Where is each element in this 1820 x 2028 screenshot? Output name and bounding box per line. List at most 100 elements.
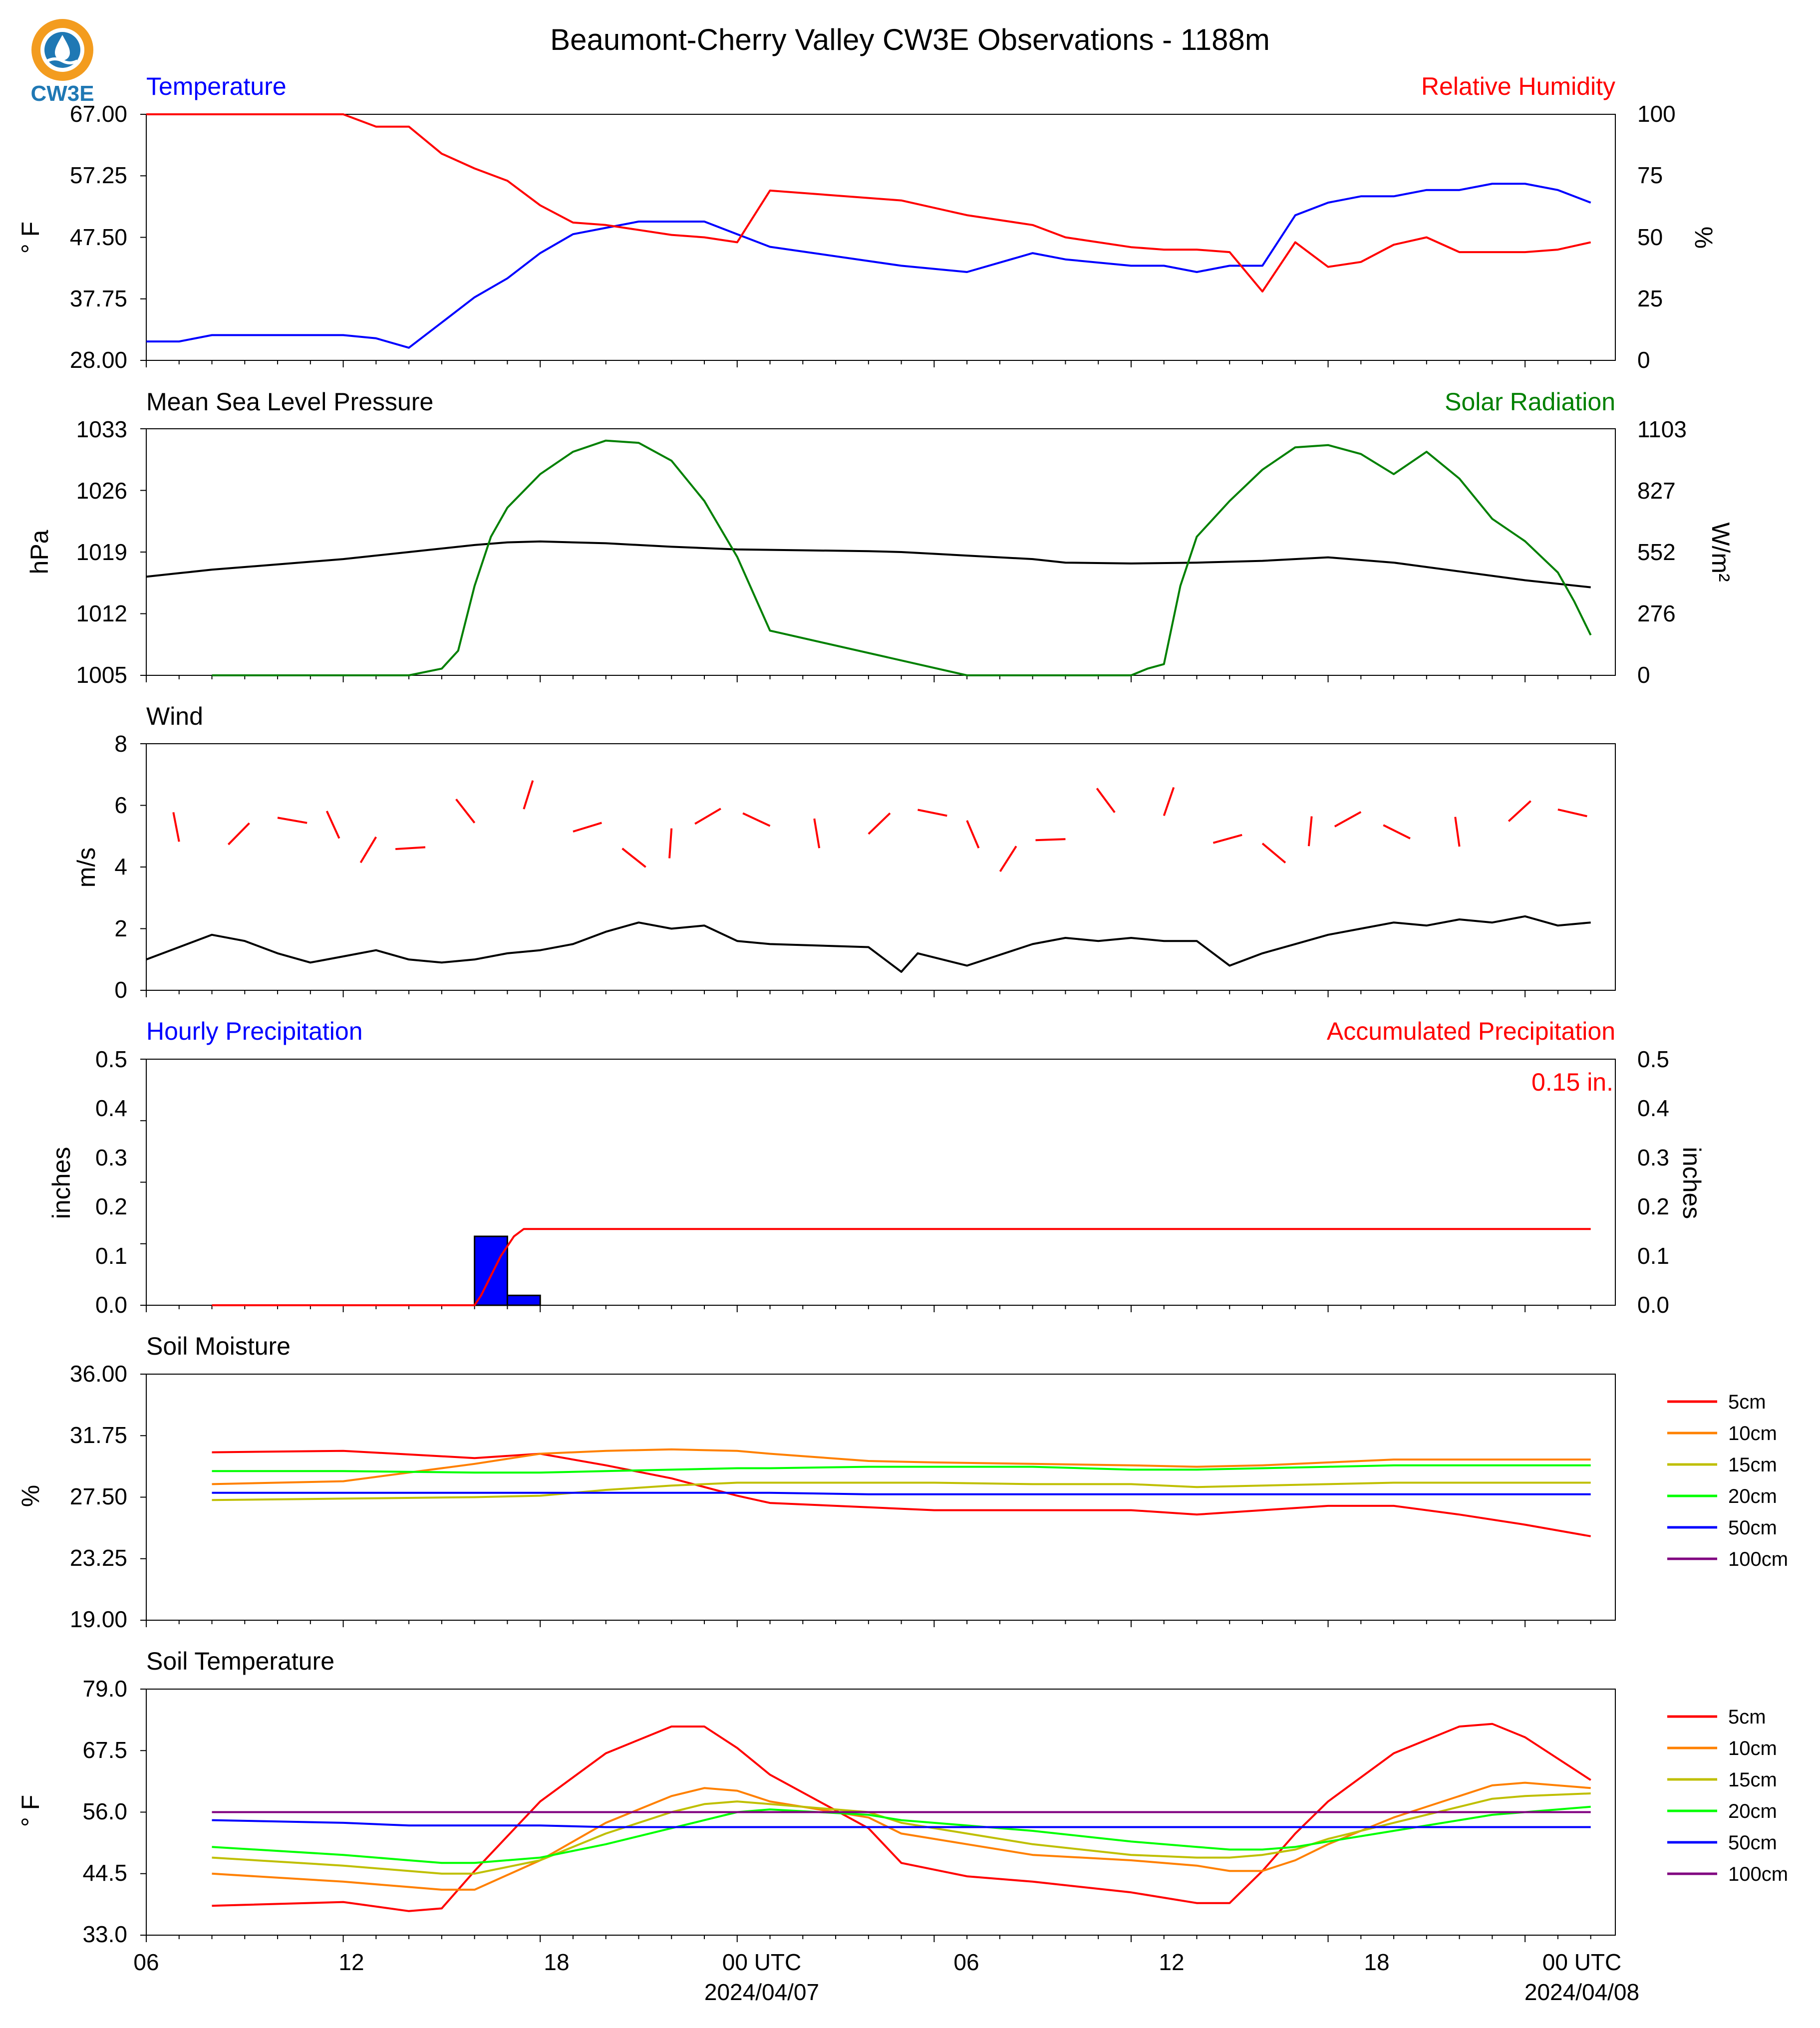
plot-frame <box>146 1374 1616 1621</box>
solar-tick-0: 1103 <box>1637 416 1687 442</box>
wind-arrow <box>813 818 821 849</box>
st-legend-label-5cm: 5cm <box>1728 1706 1766 1728</box>
pressure-line <box>146 540 1591 588</box>
wind-tick-3: 2 <box>114 915 127 941</box>
wind-arrow <box>395 846 426 851</box>
st-tick-0: 79.0 <box>82 1676 127 1702</box>
date-label-0: 2024/04/07 <box>704 1979 819 2005</box>
sm-tick-4: 19.00 <box>70 1606 127 1632</box>
temp-tick-4: 28.00 <box>70 347 127 373</box>
solar-title: Solar Radiation <box>1445 388 1615 416</box>
wind-arrow <box>966 820 980 849</box>
st-legend-label-15cm: 15cm <box>1728 1769 1777 1791</box>
plot-frame <box>146 1059 1616 1306</box>
panel-wind: Wind m/s 8 6 4 2 0 <box>72 702 1616 1003</box>
sm-legend-label-20cm: 20cm <box>1728 1485 1777 1507</box>
panel-precipitation: Hourly Precipitation Accumulated Precipi… <box>47 1017 1706 1318</box>
pressure-tick-1: 1026 <box>76 478 127 504</box>
st-tick-1: 67.5 <box>82 1737 127 1763</box>
soil-temp-line-15cm <box>212 1792 1591 1875</box>
time-axis: 06 12 18 00 UTC 06 12 18 00 UTC 2024/04/… <box>133 1949 1639 2005</box>
soil-temp-title: Soil Temperature <box>146 1647 334 1675</box>
wind-arrow <box>999 846 1017 872</box>
accum-precip-annotation: 0.15 in. <box>1531 1068 1613 1096</box>
hourly-precip-title: Hourly Precipitation <box>146 1017 363 1045</box>
wind-arrow <box>742 812 771 827</box>
panel-pressure-solar: Mean Sea Level Pressure Solar Radiation … <box>25 388 1735 688</box>
temperature-line <box>146 183 1591 349</box>
wind-arrow <box>1454 817 1461 847</box>
temp-tick-3: 37.75 <box>70 286 127 311</box>
wind-arrow <box>868 812 891 835</box>
wind-title: Wind <box>146 702 203 730</box>
precip-ylabel-right: inches <box>1678 1147 1706 1219</box>
soil-moisture-line-20cm <box>212 1464 1591 1474</box>
wind-tick-0: 8 <box>114 731 127 757</box>
precip-ylabel-left: inches <box>47 1147 75 1219</box>
precip-tick-right-3: 0.2 <box>1637 1193 1669 1219</box>
soil-temp-line-10cm <box>212 1781 1591 1891</box>
pressure-title: Mean Sea Level Pressure <box>146 388 433 416</box>
wind-arrow <box>455 798 476 824</box>
wind-arrow <box>172 812 180 842</box>
st-tick-2: 56.0 <box>82 1798 127 1824</box>
plot-frame <box>146 743 1616 991</box>
precip-tick-left-0: 0.5 <box>95 1046 127 1072</box>
st-tick-4: 33.0 <box>82 1921 127 1947</box>
st-legend-label-100cm: 100cm <box>1728 1863 1788 1885</box>
date-label-1: 2024/04/08 <box>1524 1979 1639 2005</box>
wind-arrow <box>694 808 721 825</box>
wind-arrow <box>1307 816 1313 847</box>
soil-moisture-legend: 5cm 10cm 15cm 20cm 50cm 100cm <box>1728 1391 1788 1570</box>
solar-radiation-line <box>212 439 1592 676</box>
rh-tick-4: 0 <box>1637 347 1650 373</box>
solar-tick-1: 827 <box>1637 478 1676 504</box>
panel-soil-temperature: Soil Temperature ° F 79.0 67.5 56.0 44.5… <box>16 1647 1788 1947</box>
sm-tick-2: 27.50 <box>70 1483 127 1509</box>
soil-temp-line-20cm <box>212 1805 1591 1864</box>
precip-tick-left-1: 0.4 <box>95 1095 127 1121</box>
wind-tick-4: 0 <box>114 977 127 1003</box>
sm-legend-label-15cm: 15cm <box>1728 1454 1777 1476</box>
soil-moisture-title: Soil Moisture <box>146 1332 291 1360</box>
rh-tick-2: 50 <box>1637 224 1663 250</box>
wind-ylabel: m/s <box>72 848 100 888</box>
solar-tick-3: 276 <box>1637 600 1676 626</box>
temperature-ylabel: ° F <box>16 222 44 254</box>
soil-moisture-line-10cm <box>212 1448 1591 1485</box>
precip-tick-right-1: 0.4 <box>1637 1095 1669 1121</box>
wind-arrow <box>668 828 673 859</box>
pressure-tick-3: 1012 <box>76 600 127 626</box>
time-tick-label-7: 00 UTC <box>1542 1949 1621 1975</box>
time-tick-label-3: 00 UTC <box>722 1949 801 1975</box>
humidity-title: Relative Humidity <box>1421 72 1615 100</box>
panel-temperature-humidity: Temperature Relative Humidity ° F % 67.0… <box>16 72 1718 373</box>
st-legend-label-10cm: 10cm <box>1728 1738 1777 1759</box>
precip-tick-right-4: 0.1 <box>1637 1243 1669 1269</box>
soil-temp-legend: 5cm 10cm 15cm 20cm 50cm 100cm <box>1728 1706 1788 1885</box>
sm-legend-label-50cm: 50cm <box>1728 1517 1777 1539</box>
wind-arrow <box>1163 787 1175 816</box>
pressure-ylabel: hPa <box>25 530 53 574</box>
wind-tick-2: 4 <box>114 854 127 879</box>
sm-tick-3: 23.25 <box>70 1545 127 1571</box>
precip-tick-right-2: 0.3 <box>1637 1145 1669 1170</box>
soil-moisture-line-50cm <box>212 1491 1591 1495</box>
sm-tick-1: 31.75 <box>70 1422 127 1448</box>
humidity-ylabel: % <box>1690 227 1718 249</box>
temp-tick-1: 57.25 <box>70 162 127 188</box>
wind-arrow <box>1557 808 1587 818</box>
wind-tick-1: 6 <box>114 792 127 818</box>
soil-temp-line-5cm <box>212 1723 1591 1912</box>
wind-arrow <box>1334 811 1362 828</box>
precip-tick-left-3: 0.2 <box>95 1193 127 1219</box>
soil-temp-line-50cm <box>212 1819 1591 1828</box>
solar-ylabel: W/m² <box>1707 522 1735 581</box>
accum-precip-line <box>212 1228 1591 1306</box>
rh-tick-0: 100 <box>1637 101 1676 127</box>
time-tick-label-5: 12 <box>1159 1949 1184 1975</box>
wind-speed-line <box>146 915 1591 973</box>
pressure-tick-0: 1033 <box>76 416 127 442</box>
precip-tick-right-5: 0.0 <box>1637 1292 1669 1318</box>
soil-temp-ylabel: ° F <box>16 1795 44 1827</box>
